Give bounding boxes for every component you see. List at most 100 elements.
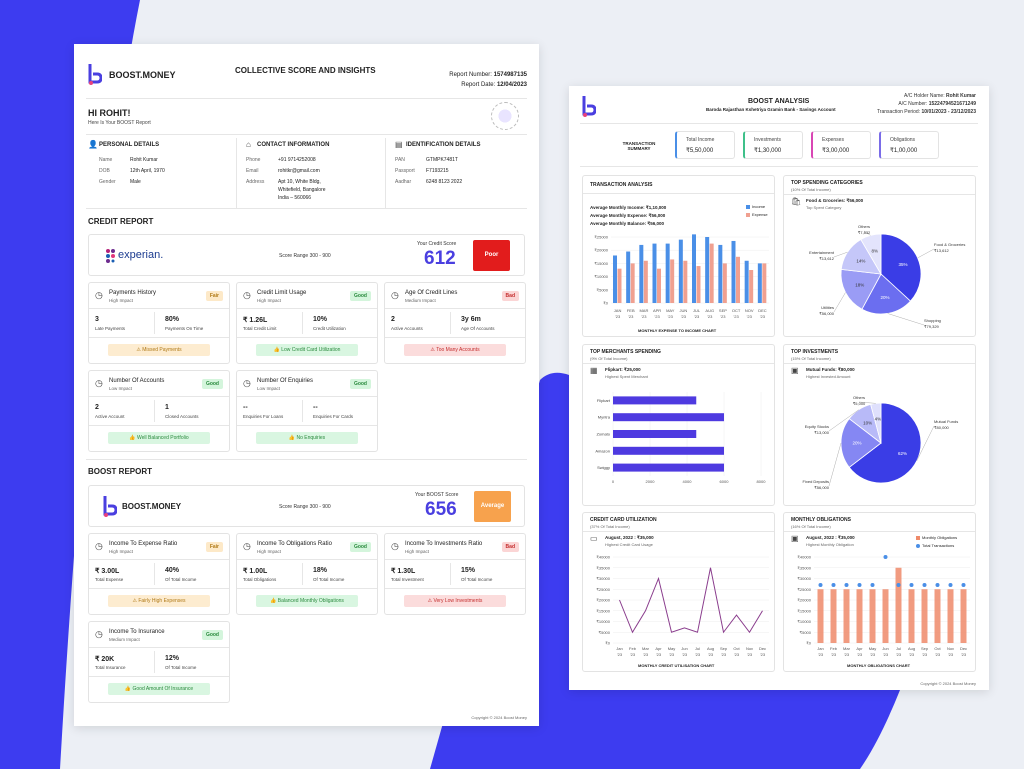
- summary-label: Investments: [754, 137, 781, 143]
- metric-value-1: 3: [95, 316, 99, 323]
- x-tick-label: Feb: [830, 646, 838, 651]
- greeting-subtitle: Here Is Your BOOST Report: [88, 120, 151, 126]
- pie-slice-label: 14%: [856, 258, 865, 263]
- metric-value-1: 2: [95, 404, 99, 411]
- pie-amount-label: ₹13,612: [934, 248, 950, 253]
- passport-label: Passport: [395, 168, 415, 174]
- x-tick-label: '23: [630, 652, 636, 657]
- top-merchant-sub: Highest Spent Merchant: [605, 374, 648, 379]
- insight-chip[interactable]: 👍 No Enquiries: [256, 432, 358, 444]
- bar-expense: [709, 243, 714, 303]
- y-tick-label: ₹30000: [596, 576, 610, 581]
- pie-slice-label: 18%: [855, 283, 864, 288]
- merchant-bar: [613, 413, 724, 422]
- boost-logo-icon: [103, 496, 117, 517]
- transaction-dot: [909, 582, 914, 587]
- top-spent-category: Food & Groceries: ₹56,000: [806, 198, 864, 203]
- insight-chip[interactable]: ⚠ Missed Payments: [108, 344, 210, 356]
- metric-label-1: Total Obligations: [243, 577, 277, 582]
- bar-expense: [670, 259, 675, 303]
- y-tick-label: ₹40000: [797, 555, 811, 560]
- report-number: Report Number: 1574987135: [449, 72, 527, 78]
- legend-obligations: Monthly Obligations: [922, 535, 958, 540]
- x-tick-label: '23: [668, 314, 674, 319]
- x-tick-label: '23: [681, 314, 687, 319]
- bank-account: Baroda Rajasthan Kshetriya Gramin Bank -…: [706, 107, 836, 112]
- card-title: Income To Investments Ratio: [405, 541, 483, 547]
- card-title: Age Of Credit Lines: [405, 290, 458, 296]
- pie-category-label: Mutual Funds: [934, 419, 958, 424]
- boost-metric-card: ◷ Income To Obligations Ratio High Impac…: [236, 533, 378, 615]
- obligation-bar: [895, 567, 902, 643]
- bar-expense: [683, 260, 688, 303]
- summary-card: Obligations ₹1,00,000: [879, 131, 939, 159]
- transaction-summary-label: TRANSACTION SUMMARY: [622, 141, 656, 151]
- insight-chip[interactable]: ⚠ Very Low Investments: [404, 595, 506, 607]
- credit-metric-card: ◷ Payments History High Impact Fair 3 La…: [88, 282, 230, 364]
- legend-income-swatch: [746, 205, 750, 209]
- stamp-seal: [491, 102, 519, 130]
- card-impact: Low Impact: [109, 386, 133, 391]
- x-tick-label: '23: [694, 314, 700, 319]
- summary-label: Total Income: [686, 137, 715, 143]
- credit-score-label: Your Credit Score: [417, 241, 457, 247]
- card-impact: High Impact: [405, 549, 430, 554]
- top-merchants-title: TOP MERCHANTS SPENDING: [590, 349, 661, 355]
- pie-category-label: Fixed Deposits: [803, 479, 829, 484]
- legend-transactions-swatch: [916, 544, 920, 548]
- obligation-bar: [947, 589, 954, 643]
- metric-label-1: Active Accounts: [391, 326, 423, 331]
- email-value[interactable]: rohitkr@gmail.com: [278, 168, 320, 174]
- insight-chip[interactable]: 👍 Well Balanced Portfolio: [108, 432, 210, 444]
- obligation-bar: [856, 589, 863, 643]
- obligation-bar: [843, 589, 850, 643]
- transaction-dot: [935, 582, 940, 587]
- metric-label-2: Enquiries For Cards: [313, 414, 354, 419]
- x-tick-label: OCT: [732, 308, 741, 313]
- legend-expense: Expense: [752, 212, 768, 217]
- metric-value-1: ₹ 1.00L: [243, 568, 268, 575]
- top-investments-sub: (15% Of Total Income): [791, 356, 831, 361]
- mo-highest-sub: Highest Monthly Obligation: [806, 542, 854, 547]
- transaction-dot: [883, 555, 888, 559]
- top-investment: Mutual Funds: ₹80,000: [806, 367, 855, 372]
- metric-value-2: 40%: [165, 567, 180, 574]
- metric-label-1: Enquiries For Loans: [243, 414, 284, 419]
- contact-info-title: CONTACT INFORMATION: [257, 142, 330, 148]
- metric-label-2: Age Of Accounts: [461, 326, 495, 331]
- x-tick-label: '23: [695, 652, 701, 657]
- x-tick-label: SEP: [719, 308, 727, 313]
- metric-label-1: Active Account: [95, 414, 125, 419]
- metric-value-2: 15%: [461, 567, 476, 574]
- x-tick-label: AUG: [705, 308, 714, 313]
- status-badge: Good: [201, 379, 223, 389]
- insight-chip[interactable]: 👍 Low Credit Card Utilization: [256, 344, 358, 356]
- pan-value: GTMPK7481T: [426, 157, 458, 163]
- insight-chip[interactable]: ⚠ Fairly High Expenses: [108, 595, 210, 607]
- bar-income: [639, 244, 644, 303]
- pie-amount-label: ₹80,000: [934, 425, 950, 430]
- insight-chip[interactable]: 👍 Balanced Monthly Obligations: [256, 595, 358, 607]
- bar-income: [705, 237, 710, 303]
- x-tick-label: JAN: [614, 308, 622, 313]
- top-spending-panel: TOP SPENDING CATEGORIES (10% Of Total In…: [783, 175, 976, 337]
- status-badge: Bad: [501, 542, 519, 552]
- bar-income: [678, 239, 683, 303]
- y-tick-label: ₹25000: [596, 587, 610, 592]
- report-title: COLLECTIVE SCORE AND INSIGHTS: [235, 66, 376, 75]
- credit-score-range: Score Range 300 - 900: [279, 253, 331, 259]
- metric-label-1: Total Expense: [95, 577, 124, 582]
- shopping-bag-icon: 🛍: [791, 197, 802, 206]
- x-tick-label: '23: [818, 652, 824, 657]
- gender-value: Male: [130, 179, 141, 185]
- insight-chip[interactable]: ⚠ Too Many Accounts: [404, 344, 506, 356]
- x-tick-label: '23: [922, 652, 928, 657]
- metric-value-2: --: [313, 404, 318, 411]
- insight-chip[interactable]: 👍 Good Amount Of Insurance: [108, 683, 210, 695]
- legend-expense-swatch: [746, 213, 750, 217]
- top-investment-sub: Highest Invested Amount: [806, 374, 851, 379]
- obligation-bar: [830, 589, 837, 643]
- thumbs-up-icon: 👍: [270, 598, 277, 604]
- x-tick-label: Jul: [896, 646, 901, 651]
- card-title: Income To Expense Ratio: [109, 541, 178, 547]
